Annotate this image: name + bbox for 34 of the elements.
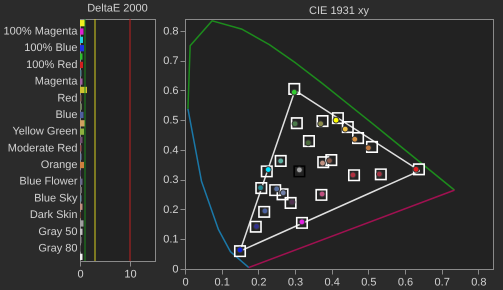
y-tick-label: 0.8 <box>163 25 178 38</box>
x-tick-label: 0.7 <box>434 276 450 288</box>
y-tick-label: Orange <box>40 159 78 172</box>
y-tick-label: 100% Magenta <box>4 26 78 38</box>
y-tick-label: Yellow Green <box>12 126 78 138</box>
y-tick-label: 0.7 <box>163 55 178 68</box>
y-tick-label: 0.6 <box>163 84 178 97</box>
y-tick-label: Blue Sky <box>34 192 78 204</box>
y-tick-label: 100% Red <box>26 58 78 71</box>
x-tick-label: 0.8 <box>471 276 486 288</box>
y-tick-label: Blue Flower <box>19 176 78 188</box>
chart-title: DeltaE 2000 <box>87 2 148 15</box>
x-tick-label: 0.2 <box>251 276 266 288</box>
y-tick-label: 100% Blue <box>24 42 78 54</box>
y-tick-label: Gray 80 <box>38 242 78 254</box>
y-tick-label: 0.4 <box>163 144 178 156</box>
y-tick-label: Gray 50 <box>38 226 78 238</box>
y-tick-label: 0.2 <box>163 204 178 216</box>
y-tick-label: Dark Skin <box>30 209 78 222</box>
y-tick-label: Magenta <box>34 76 78 88</box>
x-tick-label: 0.6 <box>398 276 414 288</box>
x-tick-label: 10 <box>124 268 137 280</box>
x-tick-label: 0 <box>182 276 189 288</box>
x-tick-label: 0.3 <box>288 276 304 288</box>
x-tick-label: 0.5 <box>361 276 376 288</box>
chart-title: CIE 1931 xy <box>309 5 370 17</box>
y-tick-label: Red <box>57 92 78 104</box>
y-tick-label: 0.5 <box>163 114 178 127</box>
y-tick-label: 0.3 <box>163 174 178 186</box>
y-tick-label: Moderate Red <box>8 142 78 154</box>
x-tick-label: 0.4 <box>324 276 340 288</box>
y-tick-label: Blue <box>55 108 78 121</box>
y-tick-label: 0.1 <box>163 234 178 246</box>
x-tick-label: 0.1 <box>214 276 230 288</box>
